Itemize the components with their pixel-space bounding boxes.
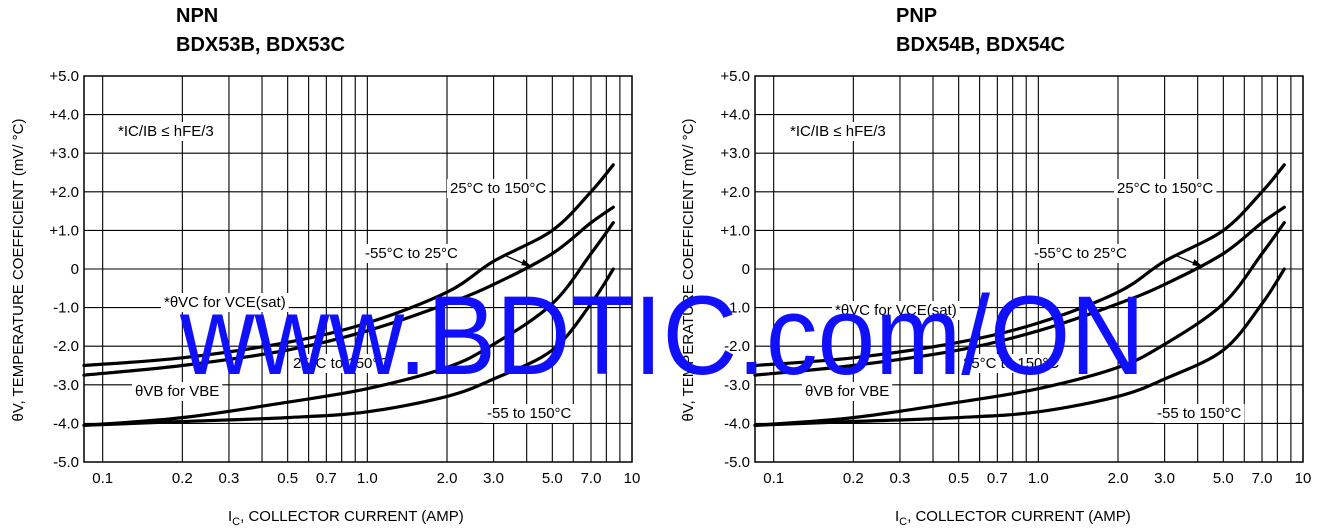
x-tick-label: 5.0 [1213, 470, 1234, 487]
annotation-minus55-25: -55°C to 25°C [1034, 245, 1127, 262]
x-tick-label: 2.0 [437, 470, 458, 487]
annotation-minus55-150: -55 to 150°C [1157, 405, 1242, 422]
watermark-text: www.BDTIC.com/ON [179, 273, 1145, 398]
y-tick-label: -5.0 [53, 454, 79, 471]
y-axis-label: θV, TEMPERATURE COEFFICIENT (mV/ °C) [10, 119, 27, 422]
y-tick-label: -3.0 [53, 377, 79, 394]
y-tick-label: +3.0 [49, 145, 79, 162]
x-tick-label: 0.7 [316, 470, 337, 487]
chart-title-line1: NPN [176, 5, 218, 27]
x-tick-label: 1.0 [357, 470, 378, 487]
y-tick-label: +5.0 [49, 68, 79, 85]
x-tick-label: 0.1 [763, 470, 784, 487]
x-axis-label-rest: , COLLECTOR CURRENT (AMP) [907, 508, 1131, 525]
x-tick-label: 0.1 [92, 470, 113, 487]
x-tick-label: 10 [624, 470, 641, 487]
x-tick-label: 5.0 [542, 470, 563, 487]
x-axis-label-sub: C [232, 516, 240, 528]
x-tick-label: 0.7 [987, 470, 1008, 487]
x-axis-label: IC, COLLECTOR CURRENT (AMP) [895, 508, 1131, 528]
chart-panel-pnp: 0.1 0.2 0.3 0.5 0.7 1.0 2.0 3.0 5.0 7.0 10 +5.0 +4.0… [680, 5, 1311, 528]
x-tick-label: 1.0 [1028, 470, 1049, 487]
x-tick-label: 0.2 [843, 470, 864, 487]
y-tick-label: -5.0 [724, 454, 750, 471]
annotation-minus55-150: -55 to 150°C [487, 405, 572, 422]
y-tick-label: 0 [71, 261, 79, 278]
annotation-minus55-25: -55°C to 25°C [365, 245, 458, 262]
x-tick-label: 0.3 [219, 470, 240, 487]
x-tick-label: 3.0 [483, 470, 504, 487]
y-tick-label: +4.0 [49, 107, 79, 124]
y-tick-label: +1.0 [720, 222, 750, 239]
x-tick-label: 0.2 [172, 470, 193, 487]
x-tick-label: 0.3 [890, 470, 911, 487]
x-axis-label: IC, COLLECTOR CURRENT (AMP) [228, 508, 464, 528]
chart-title-line2: BDX54B, BDX54C [896, 34, 1065, 56]
y-tick-label: +1.0 [49, 222, 79, 239]
x-tick-label: 10 [1295, 470, 1312, 487]
x-tick-label: 2.0 [1108, 470, 1129, 487]
annotation-25-150-upper: 25°C to 150°C [1117, 180, 1213, 197]
y-tick-label: -2.0 [53, 338, 79, 355]
y-tick-label: -4.0 [53, 415, 79, 432]
y-tick-label: +5.0 [720, 68, 750, 85]
condition-note: *IC/IB ≤ hFE/3 [790, 123, 886, 140]
y-tick-label: -1.0 [53, 300, 79, 317]
chart-title-line2: BDX53B, BDX53C [176, 34, 345, 56]
y-tick-label: +4.0 [720, 107, 750, 124]
chart-panel-npn: 0.1 0.2 0.3 0.5 0.7 1.0 2.0 3.0 5.0 7.0 10 +5.0 +4.0… [10, 5, 640, 528]
x-tick-label: 3.0 [1154, 470, 1175, 487]
y-tick-label: +2.0 [720, 184, 750, 201]
condition-note: *IC/IB ≤ hFE/3 [118, 123, 214, 140]
y-tick-label: +3.0 [720, 145, 750, 162]
x-axis-label-rest: , COLLECTOR CURRENT (AMP) [240, 508, 464, 525]
x-tick-label: 7.0 [581, 470, 602, 487]
x-axis-label-sub: C [899, 516, 907, 528]
chart-title-line1: PNP [896, 5, 937, 27]
x-tick-label: 0.5 [948, 470, 969, 487]
x-tick-label: 7.0 [1252, 470, 1273, 487]
annotation-25-150-upper: 25°C to 150°C [450, 180, 546, 197]
y-tick-label: +2.0 [49, 184, 79, 201]
x-tick-label: 0.5 [277, 470, 298, 487]
y-tick-label: -4.0 [724, 415, 750, 432]
